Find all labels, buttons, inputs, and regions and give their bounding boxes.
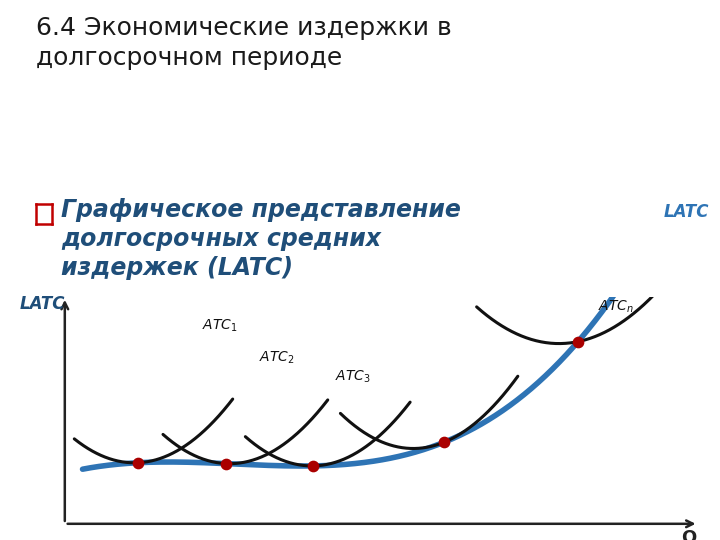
Text: ATC$_1$: ATC$_1$ [202, 318, 238, 334]
Text: LATC: LATC [664, 202, 709, 220]
Point [132, 458, 144, 467]
Text: ATC$_3$: ATC$_3$ [335, 368, 371, 385]
Text: ATC$_n$: ATC$_n$ [598, 299, 634, 315]
Text: 6.4 Экономические издержки в
долгосрочном периоде: 6.4 Экономические издержки в долгосрочно… [36, 16, 451, 70]
Text: Графическое представление
долгосрочных средних
издержек (LATC): Графическое представление долгосрочных с… [61, 198, 461, 280]
Point [220, 460, 232, 468]
Point [572, 338, 584, 346]
Text: LATC: LATC [20, 295, 66, 313]
Text: ATC$_2$: ATC$_2$ [259, 349, 295, 366]
Point [307, 462, 319, 470]
Point [438, 438, 449, 447]
Text: Q: Q [681, 528, 696, 540]
